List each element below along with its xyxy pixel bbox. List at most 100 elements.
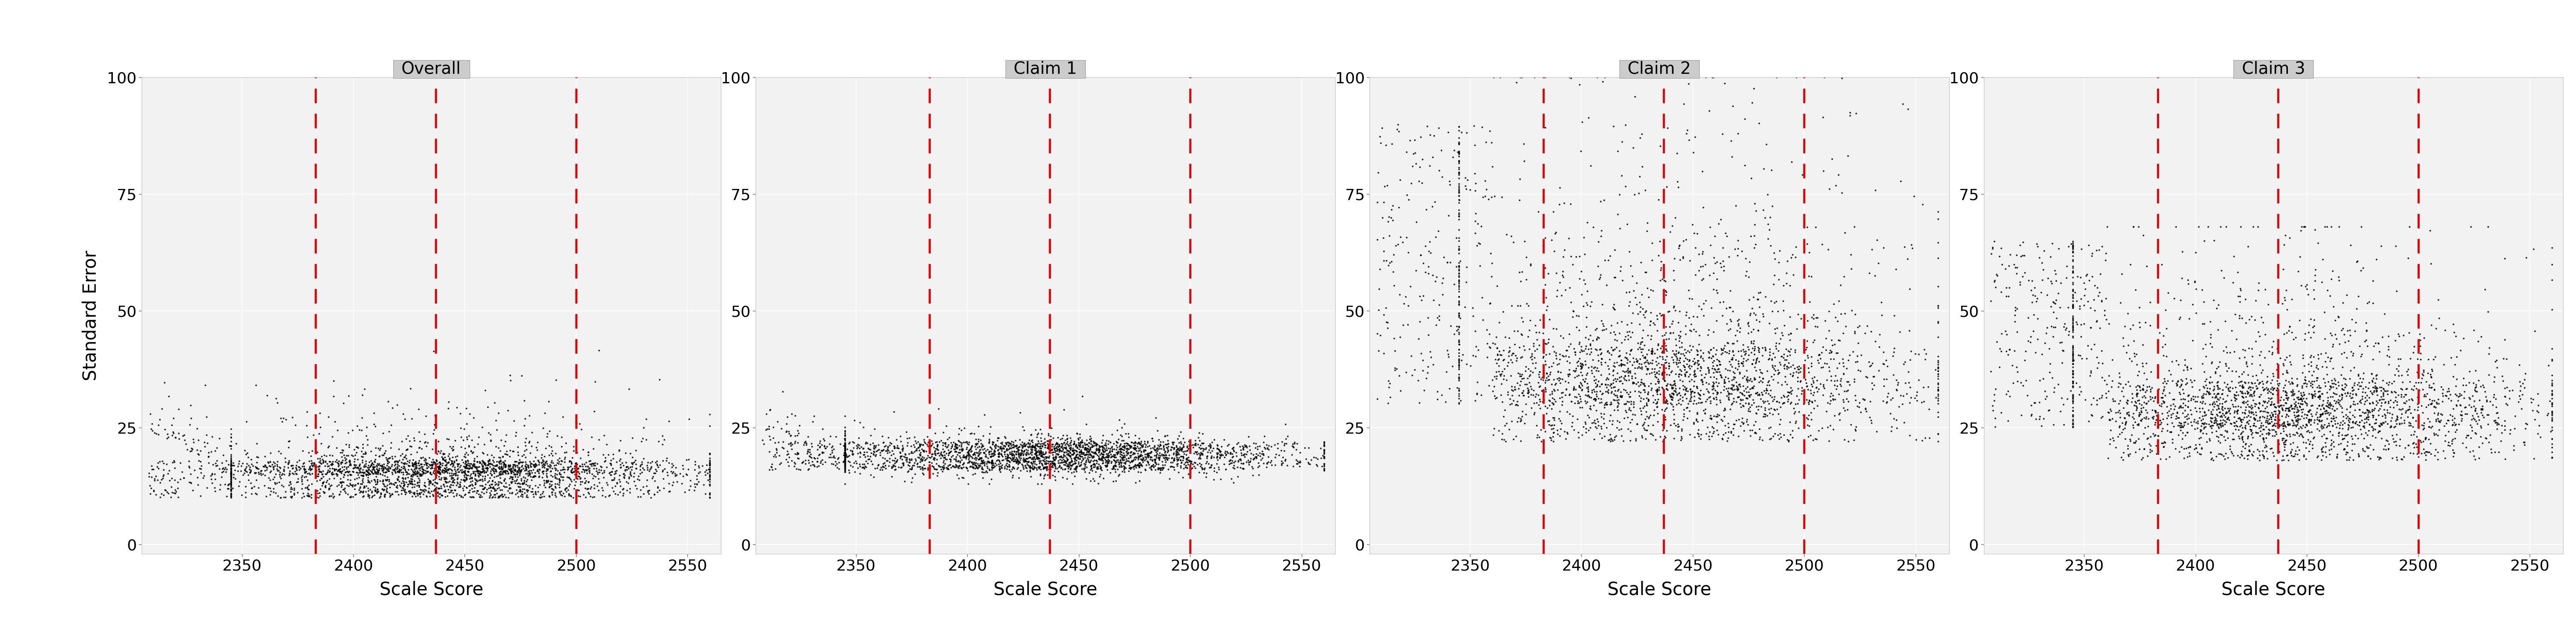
Point — [407, 437, 448, 448]
Point — [824, 450, 866, 460]
Point — [340, 451, 381, 461]
Point — [2275, 403, 2316, 413]
Point — [165, 435, 206, 445]
Point — [2071, 410, 2112, 420]
Point — [1672, 294, 1713, 304]
Point — [1667, 285, 1708, 296]
Point — [1437, 258, 1479, 268]
Point — [1025, 453, 1066, 464]
Point — [580, 477, 621, 488]
Point — [2264, 390, 2306, 401]
Point — [1664, 384, 1705, 394]
Point — [1033, 443, 1074, 453]
Point — [1718, 356, 1759, 366]
Point — [211, 477, 252, 488]
Point — [1646, 363, 1687, 373]
Point — [446, 473, 487, 484]
Point — [1775, 363, 1816, 374]
Point — [1097, 441, 1139, 451]
Point — [902, 444, 943, 455]
Point — [1128, 448, 1170, 459]
Point — [1546, 351, 1587, 361]
Point — [1710, 383, 1752, 393]
Point — [1607, 368, 1649, 378]
Point — [2079, 287, 2120, 298]
Point — [1218, 454, 1260, 464]
Point — [2352, 373, 2393, 383]
Point — [1602, 399, 1643, 410]
Point — [2143, 442, 2184, 452]
Point — [845, 438, 886, 448]
Point — [1633, 348, 1674, 359]
Point — [410, 460, 451, 470]
Point — [1638, 339, 1680, 349]
Point — [1571, 393, 1613, 403]
Point — [265, 457, 307, 467]
Point — [1674, 391, 1716, 401]
Point — [1015, 439, 1056, 449]
Point — [1662, 337, 1703, 348]
Point — [1726, 383, 1767, 393]
Point — [987, 438, 1028, 448]
Point — [948, 456, 989, 466]
Point — [1901, 200, 1942, 210]
Point — [2264, 295, 2306, 305]
Point — [1558, 251, 1600, 261]
Point — [459, 457, 500, 467]
Point — [997, 454, 1038, 464]
Point — [2190, 447, 2231, 457]
Point — [1713, 374, 1754, 384]
Point — [1437, 179, 1479, 189]
Point — [1059, 432, 1100, 442]
Point — [1437, 148, 1479, 158]
Point — [1651, 394, 1692, 404]
Point — [1814, 299, 1855, 309]
Point — [618, 461, 659, 471]
Point — [1834, 222, 1875, 232]
Point — [348, 491, 389, 501]
Point — [2306, 369, 2347, 379]
Point — [1994, 263, 2035, 273]
Point — [667, 470, 708, 480]
Point — [291, 460, 332, 470]
Point — [443, 475, 484, 485]
Point — [992, 437, 1033, 448]
Point — [1072, 464, 1113, 474]
Point — [1206, 464, 1247, 475]
Point — [1566, 370, 1607, 380]
Point — [1716, 336, 1757, 346]
Point — [1757, 430, 1798, 440]
Point — [884, 444, 925, 455]
Point — [1224, 450, 1265, 460]
Point — [1484, 412, 1525, 422]
Point — [1108, 440, 1149, 450]
Point — [471, 435, 513, 445]
Point — [2285, 377, 2326, 388]
Point — [1698, 430, 1739, 440]
Point — [914, 464, 956, 474]
Point — [1028, 462, 1069, 472]
Point — [407, 466, 448, 477]
Point — [1494, 350, 1535, 361]
Point — [1100, 440, 1141, 451]
Point — [433, 480, 474, 490]
Point — [1728, 375, 1770, 385]
Point — [2349, 419, 2391, 429]
Point — [1144, 463, 1185, 473]
Point — [2017, 314, 2058, 324]
Point — [590, 470, 631, 480]
Point — [1133, 445, 1175, 455]
Point — [1394, 147, 1435, 158]
Point — [2159, 421, 2200, 431]
Point — [1734, 397, 1775, 408]
Point — [1597, 399, 1638, 409]
Point — [1100, 435, 1141, 446]
Point — [276, 460, 317, 471]
Point — [1654, 381, 1695, 391]
Point — [2439, 399, 2481, 410]
Point — [1033, 462, 1074, 472]
Point — [1605, 375, 1646, 386]
Point — [1522, 375, 1564, 385]
Point — [1649, 322, 1690, 332]
Point — [1875, 384, 1917, 395]
